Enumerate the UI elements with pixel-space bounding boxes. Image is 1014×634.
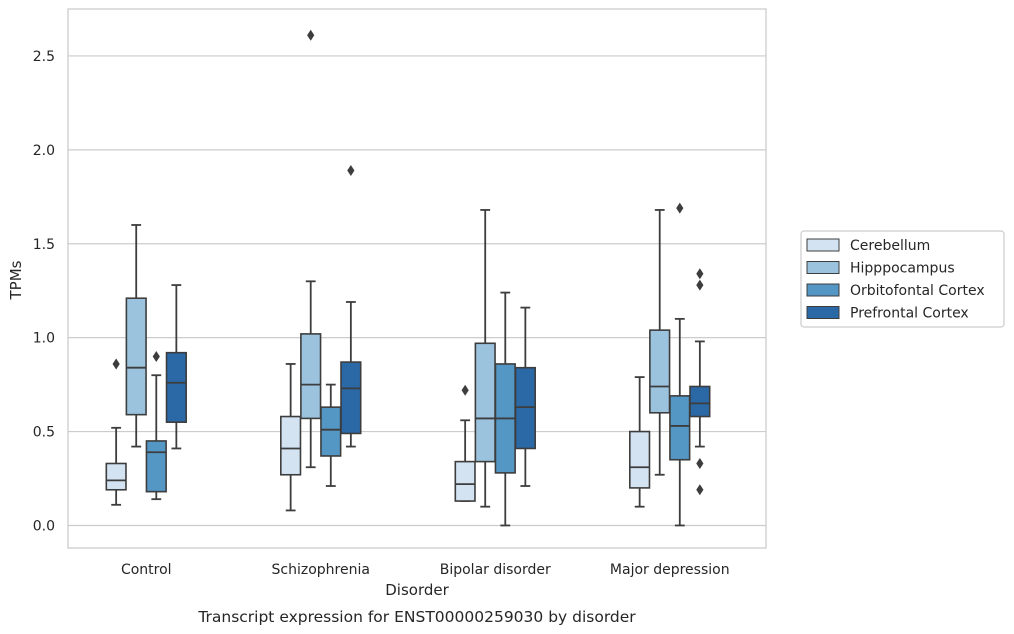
chart-caption: Transcript expression for ENST0000025903…: [197, 608, 636, 626]
box-iqr: [689, 385, 711, 418]
legend-swatch: [806, 283, 840, 297]
outlier-point: [696, 457, 704, 469]
box-iqr: [629, 430, 651, 489]
legend-frame: [800, 230, 1005, 328]
y-axis-label: TPMs: [7, 260, 25, 300]
box-iqr: [125, 297, 147, 416]
legend-label: Prefrontal Cortex: [850, 306, 969, 322]
box: [105, 358, 127, 506]
box-iqr: [320, 406, 342, 457]
legend-swatch: [806, 238, 840, 252]
outlier-point: [112, 358, 120, 370]
x-tick-label: Major depression: [610, 562, 730, 578]
legend: Cerebellum Hipppocampus Orbitofontal Corte…: [800, 230, 1005, 328]
plot-frame: [67, 8, 767, 549]
box-iqr: [145, 440, 167, 493]
box-iqr: [454, 460, 476, 502]
legend-label: Cerebellum: [850, 238, 930, 254]
outlier-point: [676, 202, 684, 214]
x-tick-labels: Control Schizophrenia Bipolar disorder Majo…: [121, 562, 730, 578]
box: [474, 209, 496, 508]
box-iqr: [669, 395, 691, 461]
box-iqr: [105, 462, 127, 491]
outlier-point: [461, 384, 469, 396]
x-tick-label: Control: [121, 562, 172, 578]
y-tick-label: 1.0: [33, 331, 55, 347]
x-axis-label: Disorder: [385, 581, 449, 599]
box: [300, 29, 322, 469]
box-group-bipolar-disorder: [454, 209, 536, 527]
box-group-major-depression: [629, 202, 711, 527]
y-tick-label: 2.0: [33, 143, 55, 159]
legend-label: Hipppocampus: [850, 261, 955, 277]
box: [454, 384, 476, 502]
y-tick-label: 0.5: [33, 425, 55, 441]
y-tick-labels: 0.0 0.5 1.0 1.5 2.0 2.5: [33, 49, 55, 535]
box: [494, 291, 516, 527]
legend-swatch: [806, 261, 840, 274]
legend-swatch: [806, 306, 840, 319]
outlier-point: [152, 350, 160, 362]
boxplot-groups: [105, 29, 711, 527]
box: [280, 363, 302, 512]
box: [689, 268, 711, 496]
legend-label: Orbitofontal Cortex: [850, 283, 985, 299]
box-group-schizophrenia: [280, 29, 362, 512]
box-iqr: [280, 415, 302, 476]
outlier-point: [307, 29, 315, 41]
box-group-control: [105, 224, 187, 506]
box-iqr: [340, 361, 362, 435]
outlier-point: [696, 268, 704, 280]
y-tick-label: 1.5: [33, 237, 55, 253]
box-iqr: [514, 366, 536, 450]
y-tick-label: 2.5: [33, 49, 55, 65]
box: [629, 376, 651, 508]
y-gridlines: [68, 55, 766, 527]
box-iqr: [300, 333, 322, 420]
box: [340, 165, 362, 448]
y-tick-label: 0.0: [33, 518, 55, 534]
box: [125, 224, 147, 448]
box: [320, 383, 342, 487]
box: [669, 202, 691, 527]
outlier-point: [696, 279, 704, 291]
x-tick-label: Schizophrenia: [272, 562, 370, 578]
box: [514, 306, 536, 487]
box-iqr: [474, 342, 496, 463]
box: [165, 284, 187, 450]
x-tick-label: Bipolar disorder: [440, 562, 551, 578]
outlier-point: [696, 484, 704, 496]
box-iqr: [165, 351, 187, 423]
box-iqr: [649, 329, 671, 414]
box: [145, 350, 167, 501]
box: [649, 209, 671, 476]
outlier-point: [347, 165, 355, 177]
